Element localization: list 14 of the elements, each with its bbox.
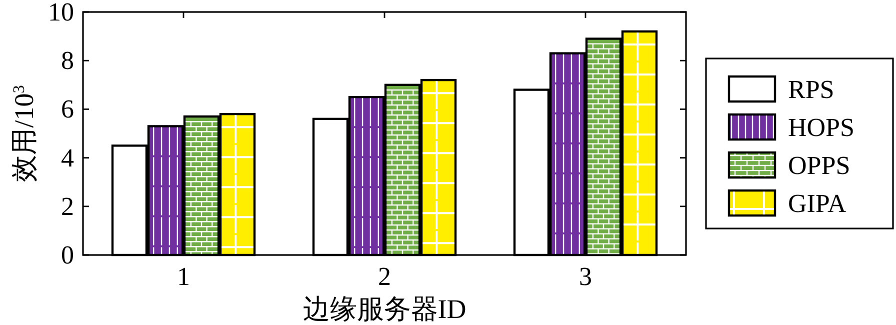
x-tick-label: 2 (378, 262, 391, 291)
legend-label: OPPS (788, 151, 850, 180)
y-tick-label: 6 (61, 94, 74, 124)
legend-label: HOPS (788, 113, 854, 142)
y-tick-label: 0 (61, 240, 74, 270)
legend-label: GIPA (788, 189, 847, 218)
legend-label: RPS (788, 75, 834, 104)
y-tick-label: 10 (48, 0, 74, 26)
y-tick-label: 4 (61, 143, 74, 172)
x-tick-label: 1 (177, 262, 190, 291)
x-axis-title: 边缘服务器ID (302, 294, 466, 324)
y-tick-label: 8 (61, 46, 74, 76)
y-tick-label: 2 (61, 192, 74, 221)
x-tick-label: 3 (579, 262, 592, 291)
